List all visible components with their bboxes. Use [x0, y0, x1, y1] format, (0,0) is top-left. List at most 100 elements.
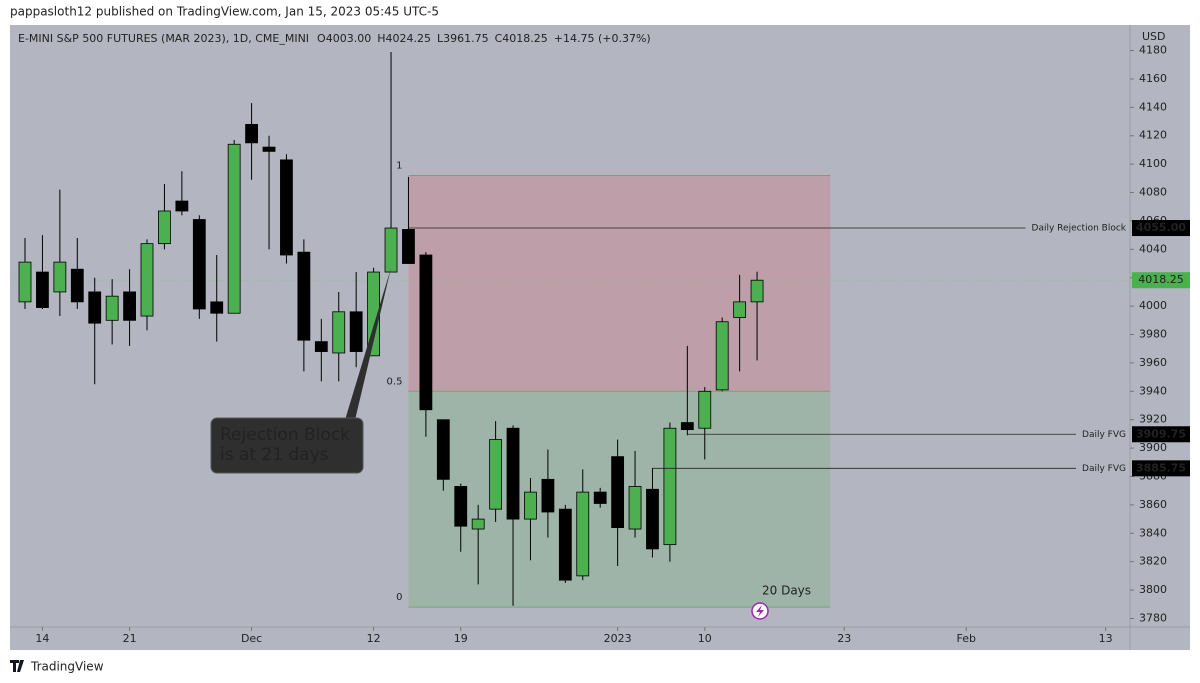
- fib-level-label: 1: [396, 161, 402, 172]
- callout-text: is at 21 days: [220, 445, 329, 465]
- x-tick-label: 2023: [604, 632, 632, 645]
- footer-logo: TradingView: [10, 660, 104, 674]
- ohlc-label: +14.75 (+0.37%): [554, 32, 651, 45]
- candle-body: [36, 271, 49, 308]
- y-tick-label: 3900: [1139, 441, 1167, 454]
- y-tick-label: 3980: [1139, 328, 1167, 341]
- candle-body: [680, 422, 694, 431]
- footer-text: TradingView: [30, 660, 104, 674]
- y-tick-label: 4080: [1139, 186, 1167, 199]
- level-name: Daily FVG: [1082, 430, 1126, 440]
- callout-text: Rejection Block: [220, 425, 350, 445]
- y-tick-label: 4180: [1139, 44, 1167, 57]
- fib-level-label: 0: [396, 592, 402, 603]
- candle-body: [471, 518, 485, 530]
- x-tick-label: 10: [698, 632, 712, 645]
- candle-body: [349, 311, 363, 352]
- candle-body: [210, 301, 224, 314]
- candle-body: [140, 243, 154, 317]
- candle-body: [402, 229, 415, 264]
- level-price-box: [1132, 460, 1190, 477]
- x-tick-label: 19: [454, 632, 468, 645]
- chart-background: [10, 25, 1190, 650]
- x-tick-label: 23: [837, 632, 851, 645]
- candle-body: [698, 390, 712, 429]
- callout-box: [210, 417, 364, 474]
- candle-body: [192, 219, 206, 310]
- chart-title: E-MINI S&P 500 FUTURES (MAR 2023), 1D, C…: [18, 32, 309, 45]
- candle-body: [506, 427, 520, 520]
- x-tick-label: Feb: [956, 632, 975, 645]
- candle-body: [611, 456, 625, 529]
- x-tick-label: 13: [1099, 632, 1113, 645]
- candle-body: [262, 146, 276, 152]
- candle-body: [158, 210, 171, 245]
- candle-body: [541, 478, 555, 513]
- logo-icon: [10, 660, 24, 672]
- publish-info: pappasloth12 published on TradingView.co…: [10, 5, 439, 19]
- x-tick-label: 21: [123, 632, 137, 645]
- candle-body: [245, 123, 258, 144]
- y-tick-label: 3940: [1139, 384, 1167, 397]
- candle-body: [646, 488, 659, 550]
- level-price-box: [1132, 220, 1190, 237]
- axis-unit: USD: [1142, 30, 1166, 43]
- y-tick-label: 4120: [1139, 129, 1167, 142]
- candle-body: [593, 491, 607, 504]
- candle-body: [663, 427, 677, 546]
- level-name: Daily Rejection Block: [1032, 224, 1127, 234]
- candle-body: [227, 143, 241, 314]
- candle-body: [53, 261, 67, 293]
- y-tick-label: 4140: [1139, 100, 1167, 113]
- candle-body: [18, 261, 32, 303]
- fib-zone-upper: [408, 175, 831, 392]
- ohlc-label: C4018.25: [495, 32, 548, 45]
- candle-body: [297, 251, 311, 341]
- candle-body: [105, 295, 119, 321]
- candle-body: [558, 508, 572, 581]
- candle-body: [314, 341, 328, 352]
- ohlc-label: H4024.25: [377, 32, 431, 45]
- callout-pointer: [345, 268, 391, 420]
- candle-body: [489, 439, 503, 510]
- x-tick-label: 14: [35, 632, 49, 645]
- y-tick-label: 3820: [1139, 555, 1167, 568]
- level-price-label: 4055.00: [1136, 221, 1186, 234]
- alert-bolt: [756, 605, 764, 617]
- x-tick-label: Dec: [241, 632, 262, 645]
- y-tick-label: 3800: [1139, 583, 1167, 596]
- candle-body: [123, 291, 136, 321]
- level-price-box: [1132, 426, 1190, 443]
- candle-body: [175, 200, 189, 212]
- candle-body: [70, 268, 84, 303]
- candle-body: [384, 227, 398, 273]
- fib-level-label: 0.5: [387, 376, 403, 387]
- y-tick-label: 4100: [1139, 157, 1167, 170]
- candle-body: [280, 159, 293, 256]
- candle-body: [628, 486, 642, 530]
- candle-body: [715, 321, 729, 391]
- candle-body: [750, 279, 764, 303]
- range-note: 20 Days: [762, 584, 811, 598]
- y-tick-label: 3780: [1139, 611, 1167, 624]
- x-tick-label: 12: [367, 632, 381, 645]
- candle-body: [419, 254, 433, 411]
- candle-body: [332, 311, 346, 354]
- candle-body: [733, 301, 747, 318]
- level-name: Daily FVG: [1082, 464, 1126, 474]
- y-tick-label: 3840: [1139, 526, 1167, 539]
- y-tick-label: 3920: [1139, 413, 1167, 426]
- candle-body: [88, 291, 102, 324]
- level-price-label: 3885.75: [1136, 461, 1186, 474]
- candle-body: [524, 491, 537, 520]
- level-price-label: 3909.75: [1136, 427, 1186, 440]
- y-tick-label: 4040: [1139, 242, 1167, 255]
- y-tick-label: 3860: [1139, 498, 1167, 511]
- ohlc-label: L3961.75: [437, 32, 489, 45]
- y-tick-label: 4000: [1139, 299, 1167, 312]
- y-tick-label: 3960: [1139, 356, 1167, 369]
- candle-body: [454, 486, 468, 527]
- last-price-box: [1132, 272, 1190, 289]
- ohlc-label: O4003.00: [317, 32, 371, 45]
